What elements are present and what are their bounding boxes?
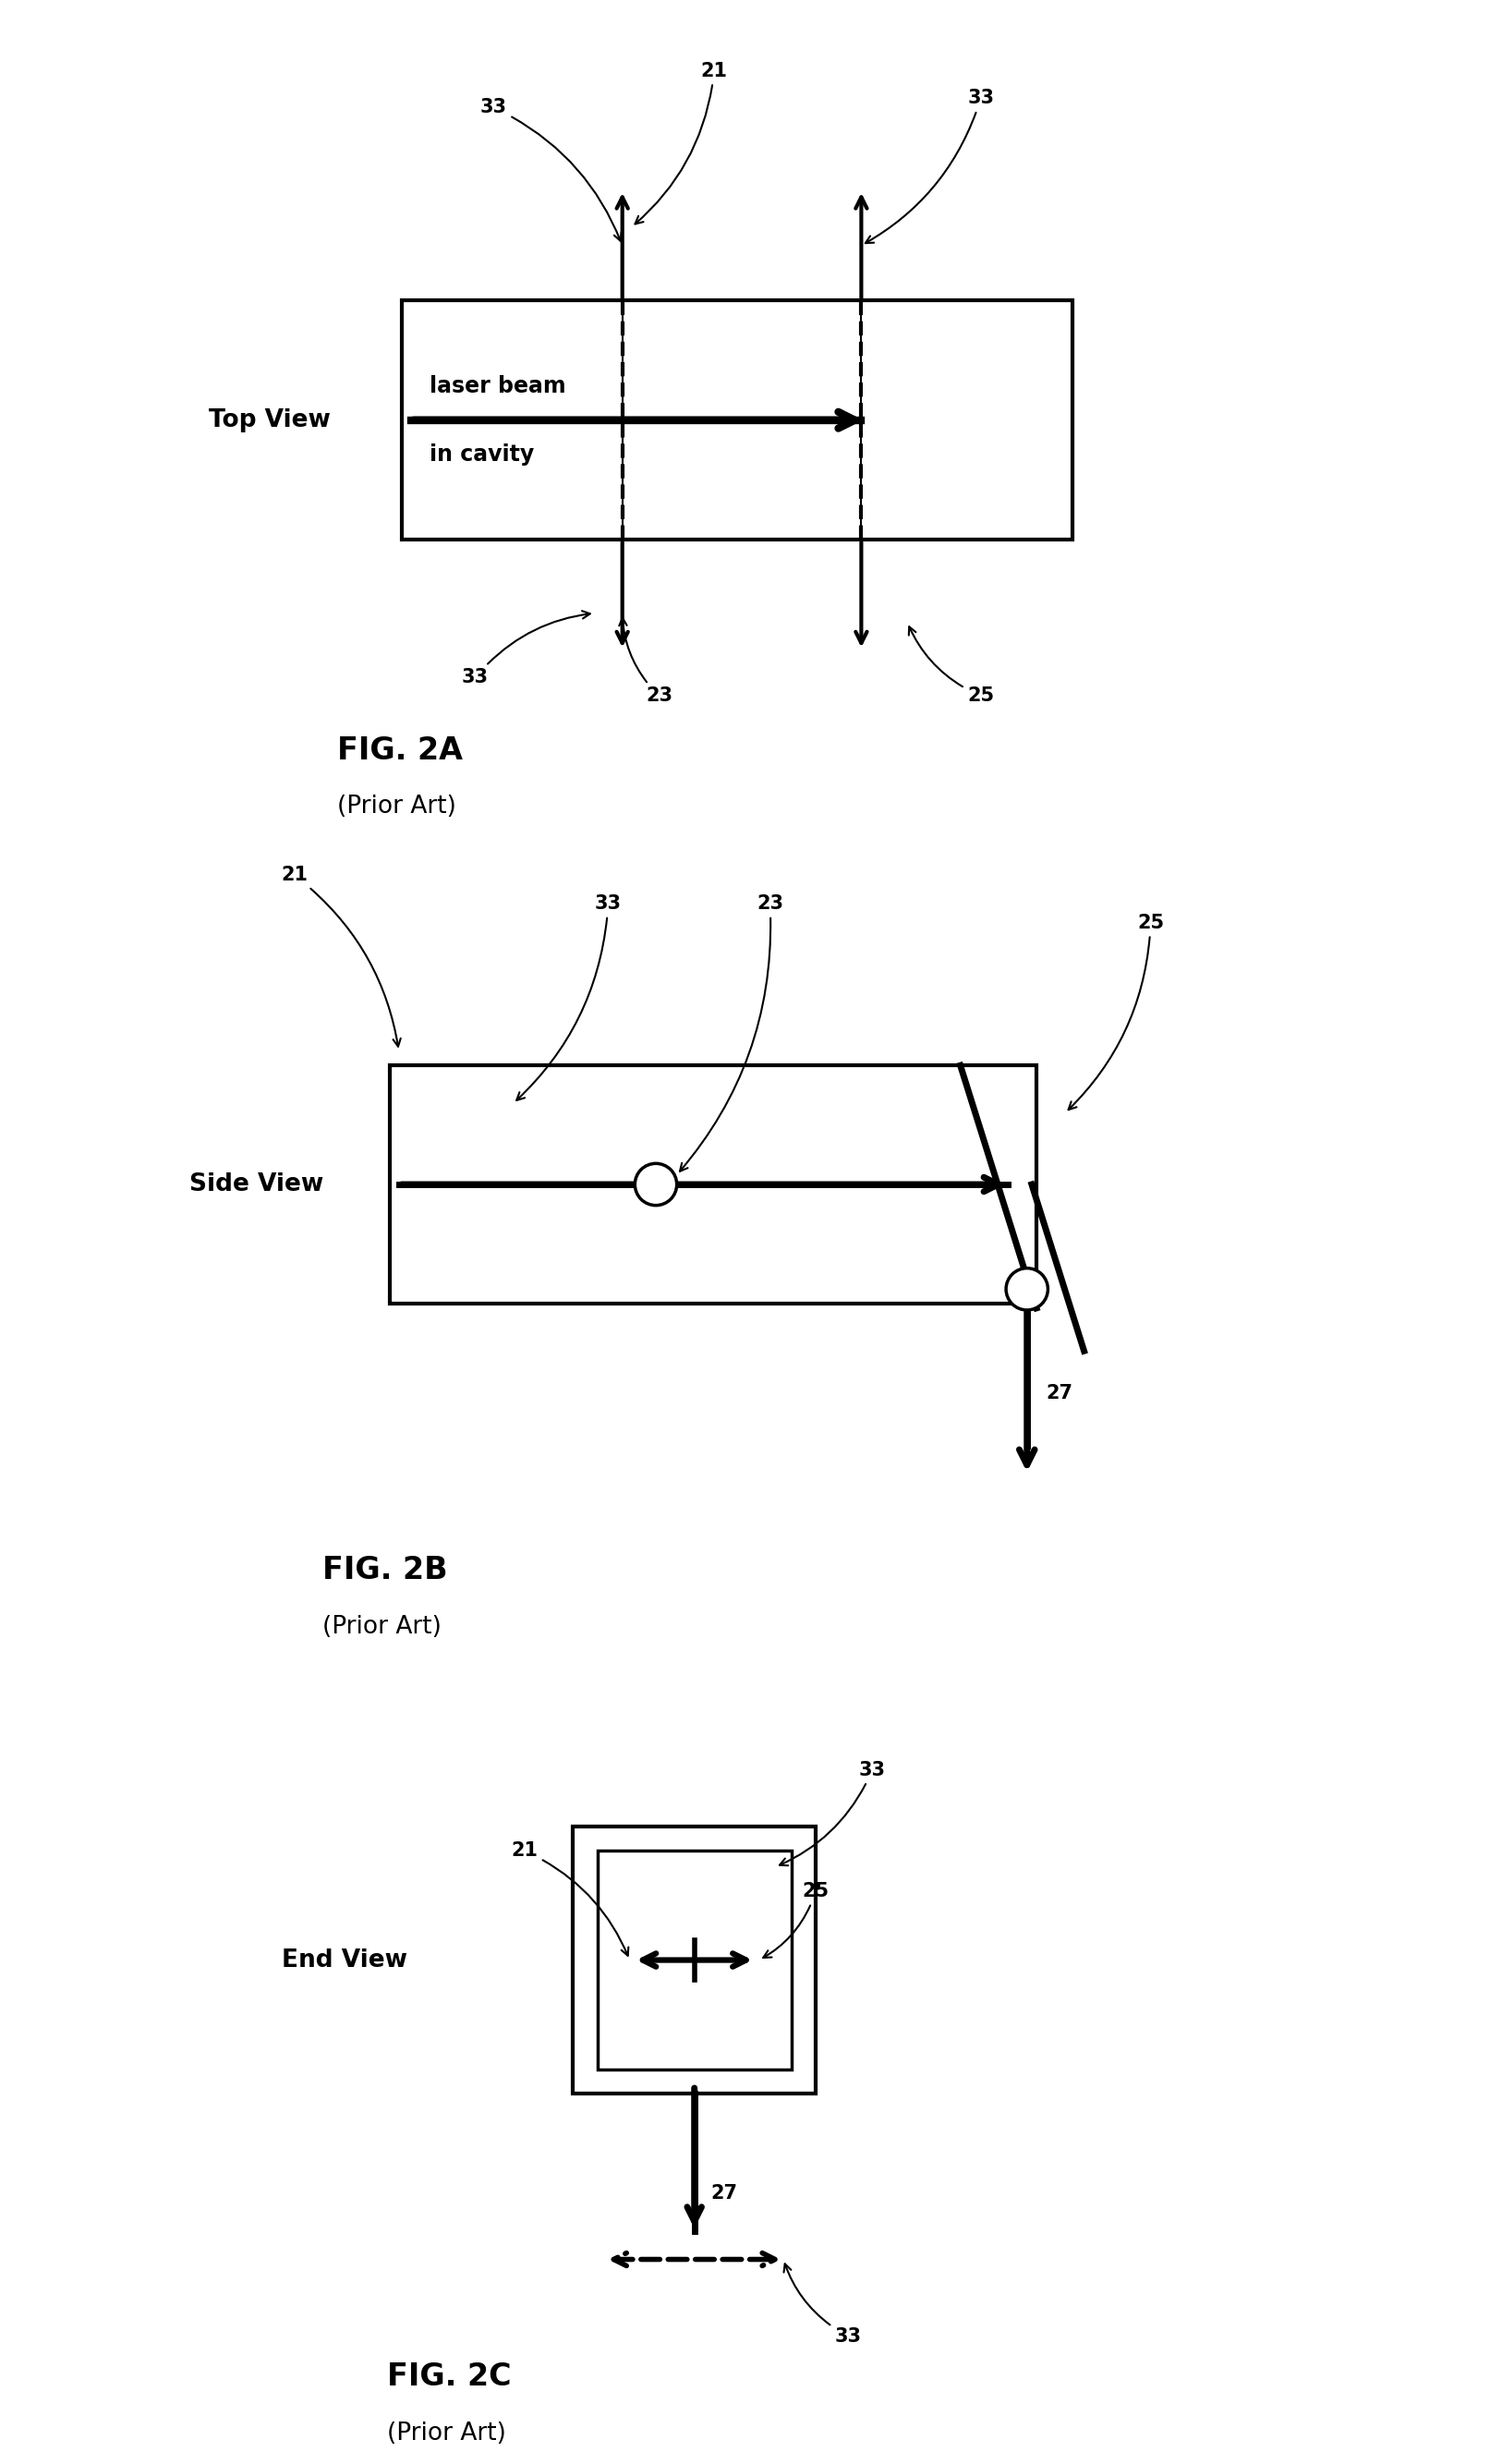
Circle shape [1006,1269,1048,1311]
Text: 25: 25 [1068,914,1164,1109]
Text: 21: 21 [281,865,401,1047]
Text: 23: 23 [680,894,784,1170]
Text: 33: 33 [481,99,622,241]
Text: (Prior Art): (Prior Art) [388,2422,506,2444]
Text: FIG. 2C: FIG. 2C [388,2361,511,2393]
Text: 33: 33 [865,89,994,244]
Text: 27: 27 [710,2183,737,2203]
Bar [574,1826,816,2094]
Text: 33: 33 [517,894,622,1101]
Bar [598,1850,792,2070]
Bar [389,1064,1036,1303]
Text: 25: 25 [909,626,994,705]
Text: Top View: Top View [209,409,330,431]
Text: (Prior Art): (Prior Art) [338,793,457,818]
Text: 21: 21 [635,62,727,224]
Text: (Prior Art): (Prior Art) [323,1614,442,1639]
Text: FIG. 2A: FIG. 2A [338,737,463,766]
Bar [401,301,1072,540]
Text: 33: 33 [461,611,590,687]
Text: laser beam: laser beam [430,375,566,397]
Text: 27: 27 [1045,1385,1072,1402]
Text: 33: 33 [784,2264,862,2346]
Text: 23: 23 [619,618,673,705]
Text: 21: 21 [511,1841,628,1956]
Text: in cavity: in cavity [430,444,533,466]
Text: Side View: Side View [189,1173,324,1198]
Text: End View: End View [282,1949,407,1971]
Circle shape [635,1163,677,1205]
Text: 25: 25 [763,1882,829,1959]
Text: FIG. 2B: FIG. 2B [323,1555,448,1584]
Text: 33: 33 [780,1762,886,1865]
